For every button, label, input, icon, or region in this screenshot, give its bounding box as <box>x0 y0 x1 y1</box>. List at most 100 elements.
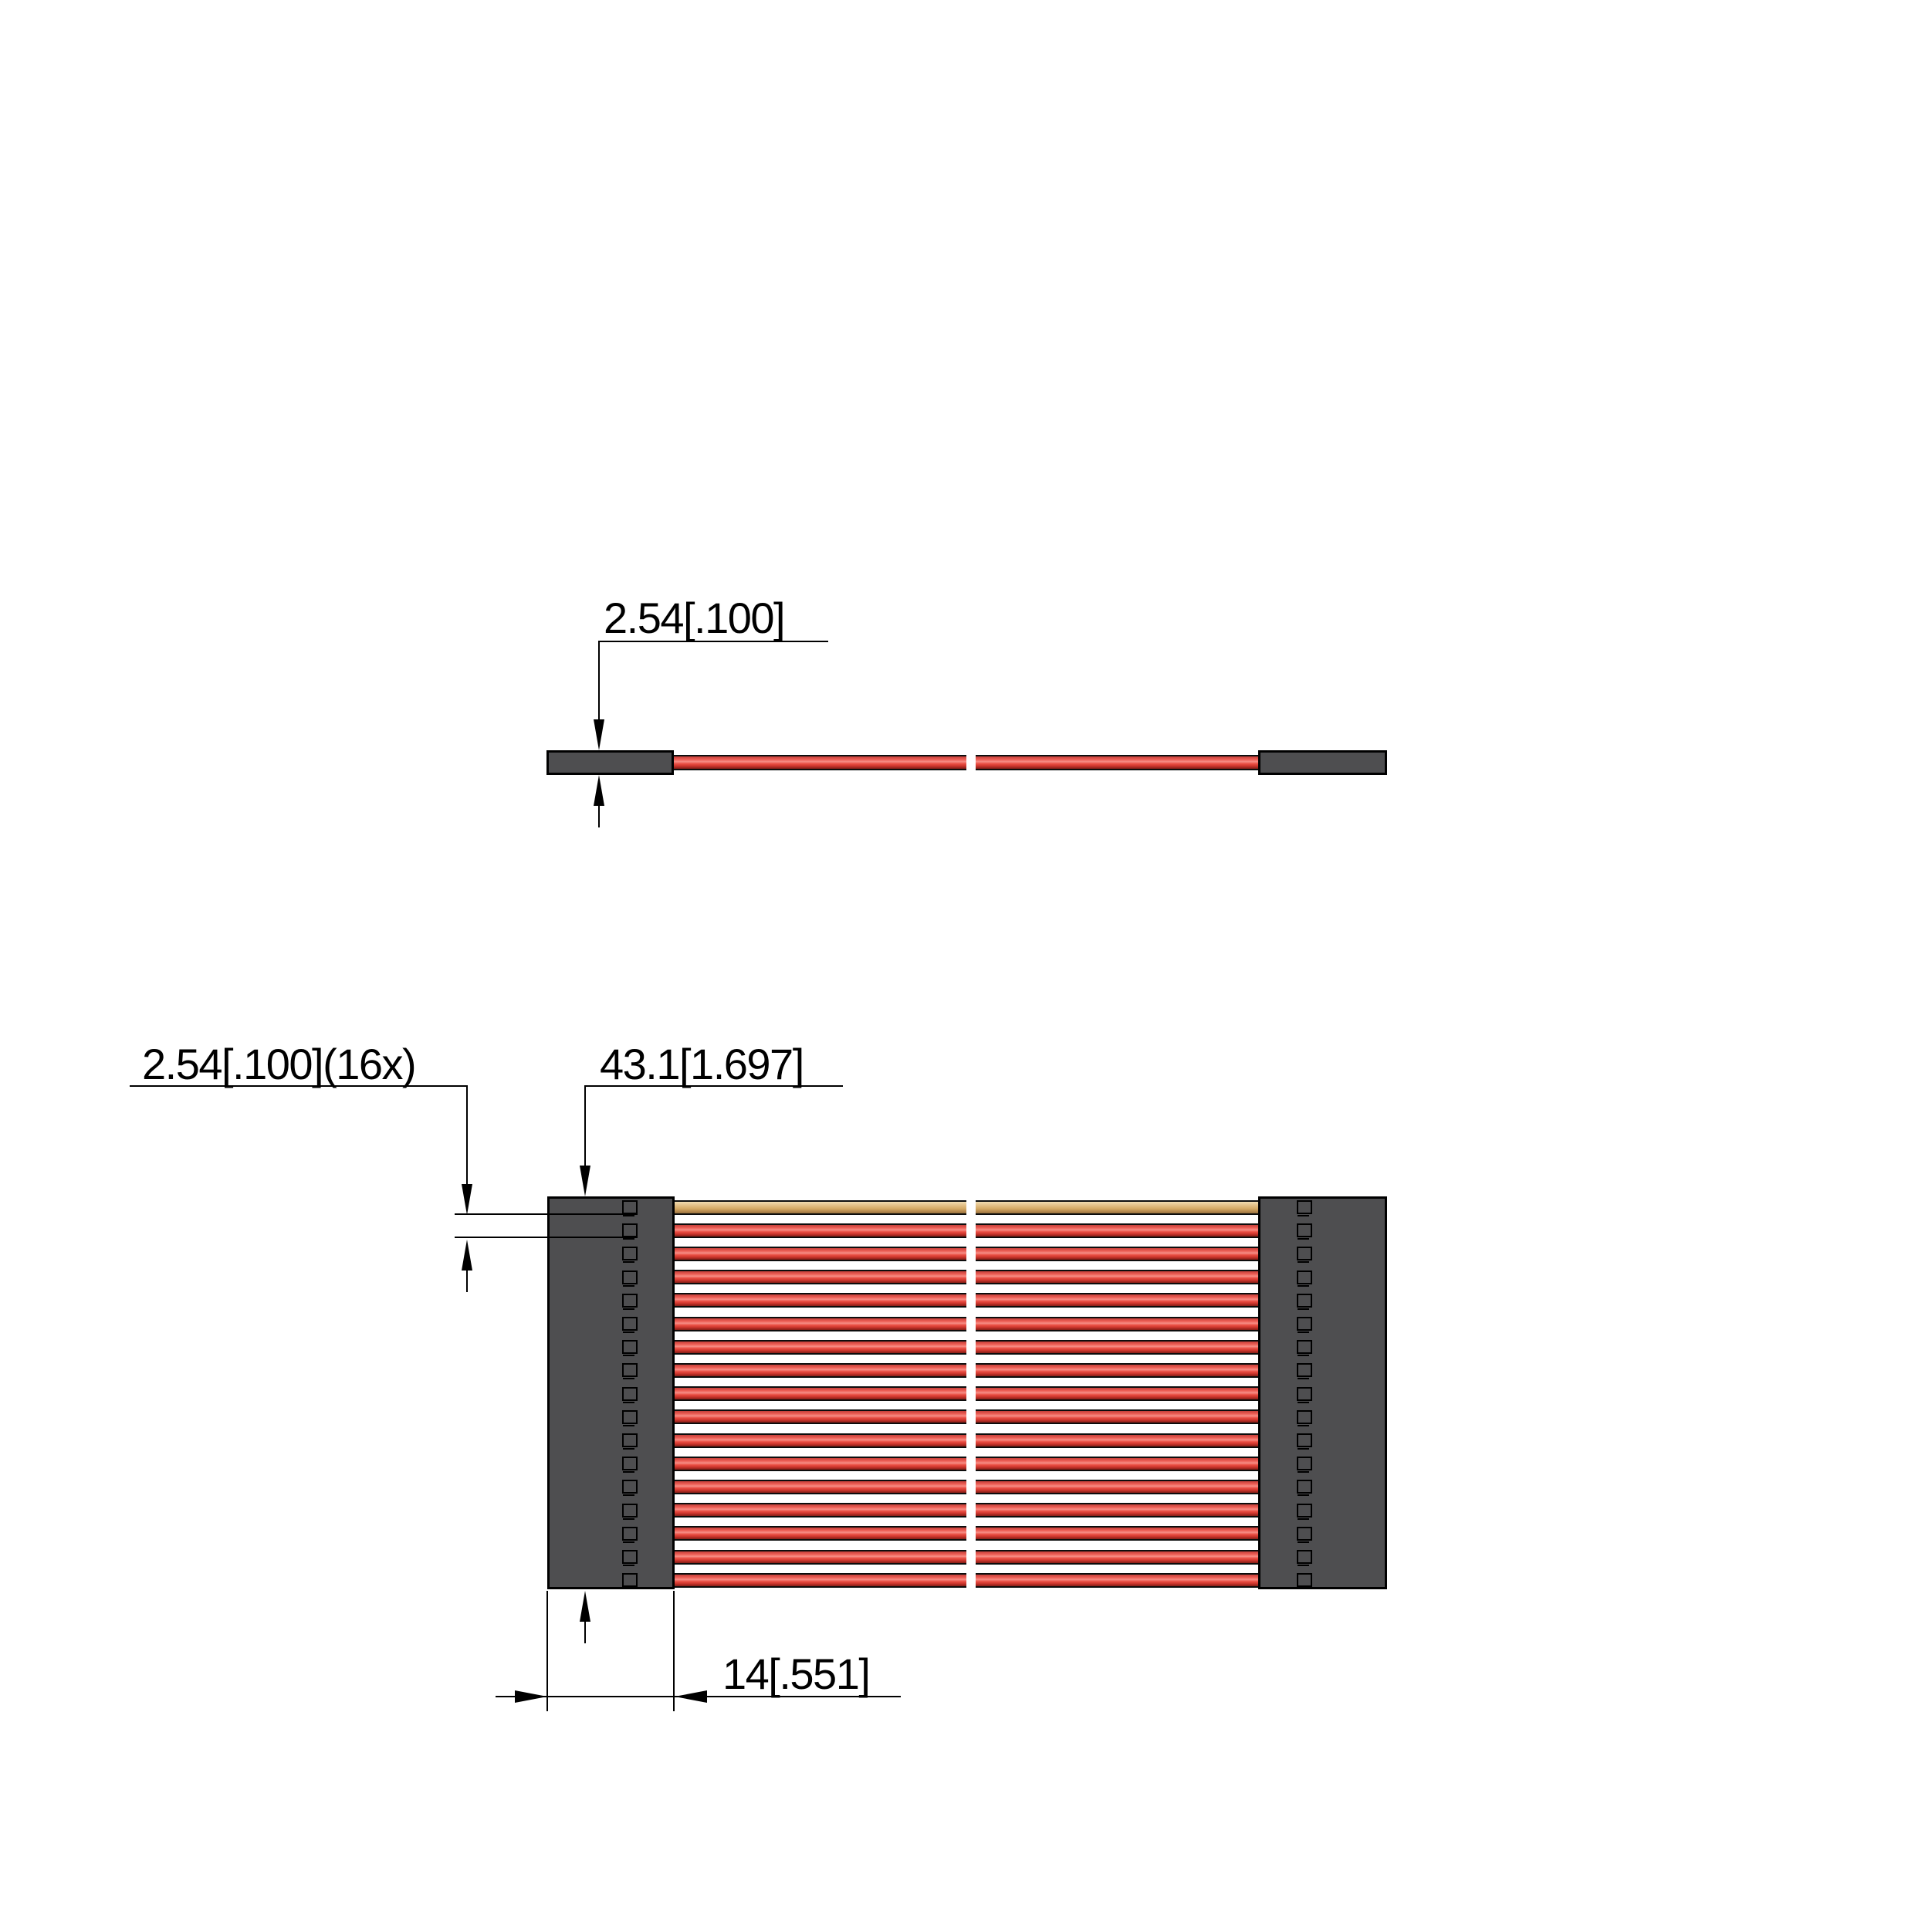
wire-segment-red <box>675 1433 966 1448</box>
wire-segment-red <box>675 1503 966 1518</box>
wire-segment-tan <box>976 1199 1258 1215</box>
front-pitch-leader-shoulder <box>130 1085 468 1087</box>
front-length-dimension-label: 43.1[1.697] <box>600 1040 804 1088</box>
pin-window <box>1297 1573 1312 1590</box>
wire-segment-red <box>976 1316 1258 1331</box>
pin-window-notch <box>1298 1401 1309 1403</box>
wire-segment-red <box>976 1293 1258 1308</box>
wire-segment-red <box>675 1223 966 1238</box>
front-width-extension-line-right <box>673 1591 675 1711</box>
edge-thickness-arrow-bottom <box>594 775 604 806</box>
pin-window-notch <box>623 1565 634 1566</box>
wire-segment-tan <box>675 1199 966 1215</box>
pin-window <box>622 1433 638 1450</box>
pin-window <box>1297 1363 1312 1380</box>
pin-window-notch <box>1298 1238 1309 1240</box>
front-pitch-arrow-top <box>462 1184 472 1215</box>
pin-window-notch <box>623 1261 634 1264</box>
pin-window-notch <box>1298 1494 1309 1497</box>
pin-window <box>622 1340 638 1357</box>
wire-segment-red <box>675 1246 966 1261</box>
pin-window-notch <box>1298 1471 1309 1474</box>
pin-window-notch <box>623 1238 634 1240</box>
wire-segment-red <box>675 1526 966 1541</box>
pin-window-notch <box>623 1284 634 1287</box>
pin-window-notch <box>623 1424 634 1426</box>
wire-segment-red <box>976 1362 1258 1378</box>
pin-window <box>622 1503 638 1520</box>
pin-window-notch <box>1298 1565 1309 1566</box>
pin-window <box>1297 1293 1312 1310</box>
pin-window-notch <box>1298 1308 1309 1310</box>
front-length-arrow-top <box>580 1166 590 1196</box>
wire-segment-red <box>976 1479 1258 1494</box>
pin-window <box>1297 1480 1312 1497</box>
pin-window <box>622 1270 638 1287</box>
pin-window-notch <box>623 1541 634 1543</box>
front-pitch-arrow-tail <box>466 1271 468 1292</box>
pin-window <box>1297 1247 1312 1264</box>
pin-window <box>622 1223 638 1240</box>
edge-thickness-dimension-label: 2.54[.100] <box>604 594 786 642</box>
pin-window <box>622 1550 638 1566</box>
pin-window <box>622 1409 638 1426</box>
edge-cable-left-segment <box>674 755 966 770</box>
pin-window <box>622 1363 638 1380</box>
pin-window-notch <box>1298 1331 1309 1333</box>
wire-segment-red <box>675 1479 966 1494</box>
wire-segment-red <box>675 1270 966 1285</box>
edge-thickness-arrow-tail <box>598 806 600 827</box>
wire-segment-red <box>976 1433 1258 1448</box>
pin-window <box>1297 1409 1312 1426</box>
pin-window-notch <box>1298 1448 1309 1450</box>
wire-segment-red <box>675 1572 966 1588</box>
wire-segment-red <box>675 1362 966 1378</box>
wire-segment-red <box>675 1409 966 1425</box>
pin-window-notch <box>1298 1215 1309 1216</box>
wire-segment-red <box>675 1339 966 1355</box>
pin-window-notch <box>623 1308 634 1310</box>
wire-segment-red <box>976 1386 1258 1402</box>
wire-segment-red <box>976 1526 1258 1541</box>
front-width-arrow-right <box>675 1690 707 1703</box>
pin-window <box>622 1573 638 1590</box>
edge-thickness-leader-vertical <box>598 641 600 722</box>
pin-window <box>1297 1270 1312 1287</box>
pin-window <box>1297 1457 1312 1474</box>
pin-window-notch <box>1298 1541 1309 1543</box>
edge-thickness-leader-shoulder <box>598 641 828 642</box>
front-length-leader-vertical <box>584 1085 586 1167</box>
pin-window <box>622 1317 638 1333</box>
pin-window <box>1297 1386 1312 1403</box>
front-pitch-leader-vertical <box>466 1085 468 1186</box>
pin-window <box>1297 1223 1312 1240</box>
wire-segment-red <box>976 1223 1258 1238</box>
wire-segment-red <box>976 1572 1258 1588</box>
pin-window <box>622 1200 638 1216</box>
pin-window-notch <box>623 1378 634 1380</box>
front-length-arrow-tail <box>584 1622 586 1643</box>
pin-window <box>1297 1526 1312 1543</box>
wire-segment-red <box>976 1246 1258 1261</box>
pin-window-notch <box>623 1494 634 1497</box>
wire-segment-red <box>976 1270 1258 1285</box>
pin-window <box>622 1480 638 1497</box>
pin-window-notch <box>1298 1424 1309 1426</box>
pin-window <box>622 1526 638 1543</box>
edge-cable-right-segment <box>976 755 1258 770</box>
front-length-leader-shoulder <box>584 1085 843 1087</box>
front-length-arrow-bottom <box>580 1591 590 1622</box>
pin-window <box>1297 1433 1312 1450</box>
pin-window <box>1297 1317 1312 1333</box>
front-width-extension-line-left <box>546 1591 548 1711</box>
front-pitch-arrow-bottom <box>462 1240 472 1271</box>
pin-window <box>622 1247 638 1264</box>
pin-window <box>622 1293 638 1310</box>
pin-window <box>1297 1550 1312 1566</box>
front-left-connector <box>547 1196 675 1589</box>
wire-segment-red <box>675 1456 966 1471</box>
front-pitch-extension-line-1 <box>455 1213 638 1215</box>
pin-window-notch <box>623 1471 634 1474</box>
wire-segment-red <box>976 1549 1258 1565</box>
